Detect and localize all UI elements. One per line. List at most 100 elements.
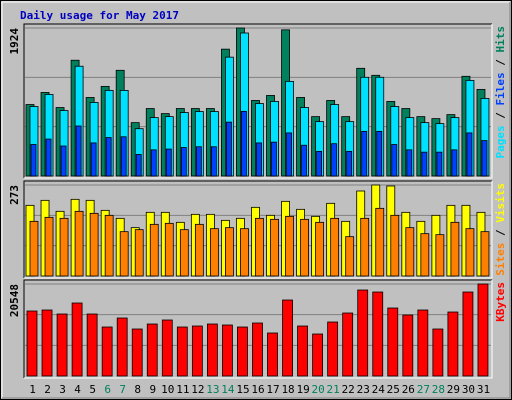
bar [194,223,204,277]
panel-bevel [23,279,492,378]
bar [119,231,129,277]
bar [105,137,112,177]
bar [89,212,99,277]
bar [176,326,188,377]
bar [345,236,355,277]
bar [462,291,474,377]
bar [74,210,84,277]
bar [146,323,158,377]
bar [270,218,279,277]
panel-bevel [24,181,493,279]
bar [436,151,443,177]
x-tick-label: 7 [119,383,126,396]
bar [301,144,307,177]
legend-entry: Sites [494,243,507,276]
bar [44,216,54,277]
bar [59,217,69,277]
bar [206,323,218,377]
x-tick-label: 29 [447,383,460,396]
panel-bevel [23,180,492,278]
x-tick-label: 18 [281,383,294,396]
x-tick-label: 30 [462,383,475,396]
bar [210,146,217,177]
bar [252,322,263,377]
bar [421,151,428,177]
bar [342,312,354,377]
bar [71,302,83,377]
x-tick-label: 23 [357,383,370,396]
x-tick-label: 2 [44,383,51,396]
bar [297,325,308,377]
x-tick-label: 22 [342,383,355,396]
bar [376,130,383,177]
bar [180,147,187,177]
bar [330,217,340,277]
bar [225,227,234,277]
bar [226,121,232,177]
bar [316,150,323,177]
x-tick-label: 26 [402,383,415,396]
bar [237,326,248,377]
bar [477,283,489,377]
x-tick-label: 20 [312,383,325,396]
x-tick-label: 19 [296,383,309,396]
bar [315,221,325,277]
x-tick-label: 25 [387,383,400,396]
x-tick-label: 21 [327,383,340,396]
legend: Pages / Files / Hits [494,26,507,159]
bar [120,136,127,177]
bar [134,229,144,277]
x-tick-label: 1 [29,383,36,396]
bar [29,220,39,277]
panel-bevel [24,280,493,379]
x-tick-label: 24 [372,383,386,396]
x-tick-label: 17 [266,383,279,396]
bar [45,138,52,177]
bar [104,214,114,277]
bar [357,289,369,377]
bar [179,229,189,277]
bar [116,317,128,377]
bar [90,142,97,177]
bar [75,125,82,177]
bar [286,132,292,177]
bar [240,228,249,277]
x-tick-label: 14 [221,383,235,396]
legend-separator: / [494,106,507,126]
legend-entry: Visits [494,183,507,223]
bar [30,144,37,177]
x-tick-label: 9 [149,383,156,396]
bar [60,145,67,177]
bar [451,149,458,177]
y-tick-label: 273 [8,185,21,205]
x-tick-label: 27 [417,383,430,396]
legend: Sites / Visits [494,183,507,276]
bar [135,154,142,177]
bar [375,207,385,277]
bar [346,150,353,177]
x-tick-label: 8 [134,383,141,396]
bar [241,110,247,177]
bar [466,132,473,177]
bar [271,141,277,177]
bar [256,142,262,177]
bar [481,140,488,177]
chart-title: Daily usage for May 2017 [20,9,179,22]
y-tick-label: 20548 [8,284,21,317]
legend-entry: Hits [494,26,507,53]
bar [405,227,415,277]
x-tick-label: 15 [236,383,249,396]
panel-bevel [24,24,493,179]
bar [420,233,430,277]
bar [131,328,143,377]
bar [360,217,370,277]
bar [435,234,445,277]
x-tick-label: 11 [176,383,189,396]
bar [406,149,413,177]
x-tick-label: 13 [206,383,219,396]
legend-entry: Pages [494,125,507,158]
bar [402,314,414,377]
bar [391,144,398,177]
